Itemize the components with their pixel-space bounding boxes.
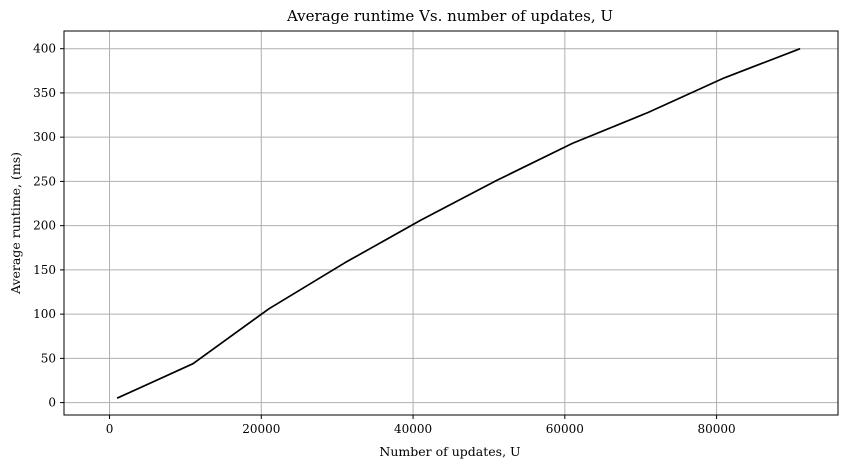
x-tick-label: 0 (106, 422, 114, 436)
x-tick-label: 20000 (242, 422, 280, 436)
y-tick-label: 400 (33, 42, 56, 56)
y-tick-label: 250 (33, 174, 56, 188)
axis-ticks: 0 20000 40000 60000 80000 0 50 100 150 200 250 300 3… (33, 42, 736, 436)
x-tick-label: 60000 (546, 422, 584, 436)
y-tick-label: 300 (33, 130, 56, 144)
grid-lines (64, 31, 838, 415)
y-tick-label: 150 (33, 263, 56, 277)
chart-title: Average runtime Vs. number of updates, U (286, 7, 613, 25)
series-line-0 (116, 47, 801, 399)
x-tick-label: 40000 (394, 422, 432, 436)
y-tick-label: 50 (41, 351, 56, 365)
y-tick-label: 100 (33, 307, 56, 321)
series-layer (116, 47, 801, 399)
y-axis-label: Average runtime, (ms) (8, 152, 23, 295)
y-tick-label: 350 (33, 86, 56, 100)
x-tick-label: 80000 (697, 422, 735, 436)
x-axis-label: Number of updates, U (379, 444, 520, 459)
y-tick-label: 0 (48, 396, 56, 410)
y-tick-label: 200 (33, 219, 56, 233)
plot-frame (63, 30, 839, 416)
